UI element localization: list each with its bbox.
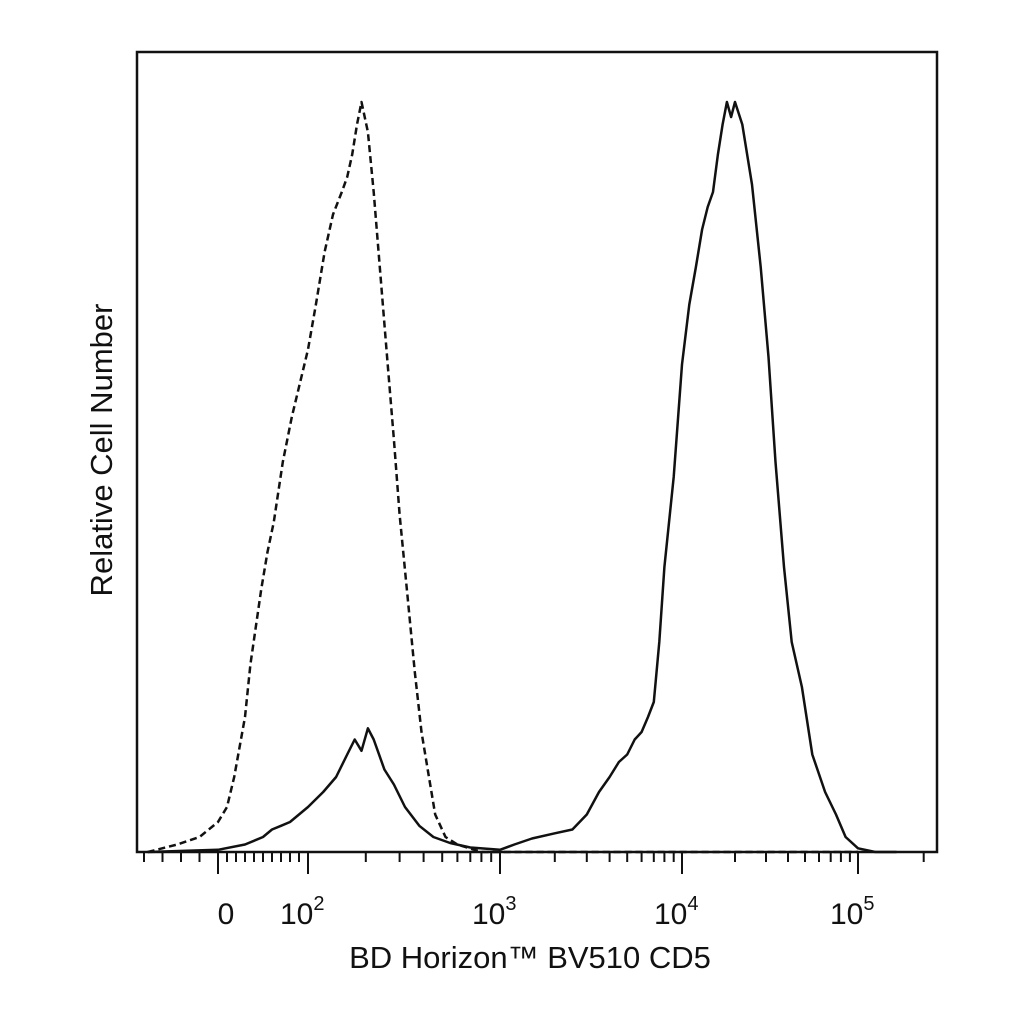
x-tick-label: 102 [280, 893, 325, 931]
series-line-1 [147, 100, 858, 854]
x-tick-label: 104 [654, 893, 699, 931]
x-axis-ticks [143, 852, 925, 874]
series-layer [147, 100, 897, 854]
plot-frame [135, 50, 939, 854]
x-axis-tick-labels: 0 102 103 104 105 [218, 893, 875, 931]
x-tick-label: 103 [472, 893, 517, 931]
series-line-2 [147, 100, 897, 854]
x-axis-title: BD Horizon™ BV510 CD5 [349, 940, 711, 975]
x-tick-label: 0 [218, 898, 235, 931]
y-axis-title: Relative Cell Number [84, 304, 119, 597]
x-tick-label: 105 [830, 893, 875, 931]
